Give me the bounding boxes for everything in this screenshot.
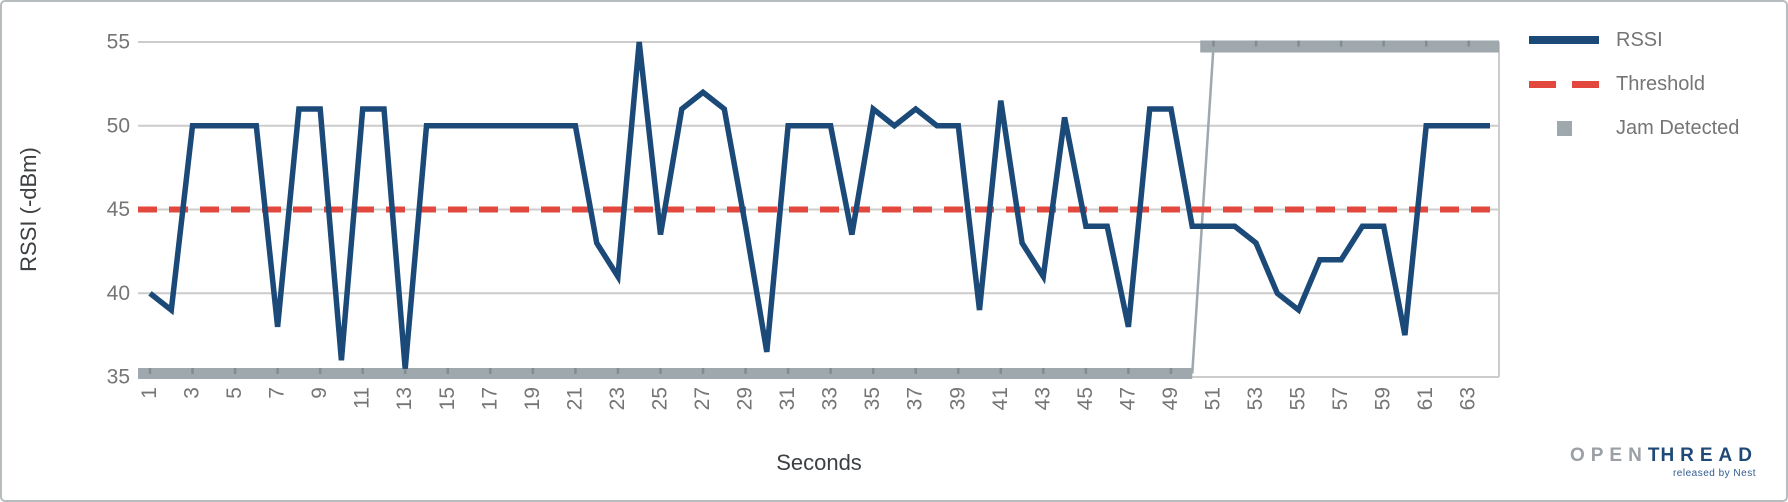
svg-text:9: 9 xyxy=(308,387,331,399)
svg-text:15: 15 xyxy=(436,387,459,410)
svg-text:43: 43 xyxy=(1031,387,1054,410)
legend-item-threshold: Threshold xyxy=(1529,73,1739,95)
svg-text:50: 50 xyxy=(107,114,130,137)
svg-text:21: 21 xyxy=(563,387,586,410)
svg-text:41: 41 xyxy=(989,387,1012,410)
svg-text:45: 45 xyxy=(107,198,130,221)
jam-square-swatch xyxy=(1529,120,1599,136)
svg-text:47: 47 xyxy=(1116,387,1139,410)
svg-text:3: 3 xyxy=(181,387,204,399)
legend-item-rssi: RSSI xyxy=(1529,29,1739,51)
svg-text:5: 5 xyxy=(223,387,246,399)
svg-text:31: 31 xyxy=(776,387,799,410)
svg-text:23: 23 xyxy=(606,387,629,410)
logo-open-text: OPEN xyxy=(1569,445,1648,466)
svg-text:51: 51 xyxy=(1202,387,1225,410)
y-axis-title: RSSI (-dBm) xyxy=(16,147,41,272)
svg-text:53: 53 xyxy=(1244,387,1267,410)
svg-text:29: 29 xyxy=(734,387,757,410)
svg-text:27: 27 xyxy=(691,387,714,410)
svg-text:45: 45 xyxy=(1074,387,1097,410)
svg-text:49: 49 xyxy=(1159,387,1182,410)
legend-label-rssi: RSSI xyxy=(1616,28,1663,51)
openthread-wordmark: OPENTHREAD xyxy=(1570,445,1758,467)
svg-text:63: 63 xyxy=(1457,387,1480,410)
svg-text:19: 19 xyxy=(521,387,544,410)
legend-item-jam: Jam Detected xyxy=(1529,117,1739,139)
x-axis-labels: 1 3 5 7 9 11 13 15 17 19 21 23 25 27 29 31 33 35 37 39 41 43 4… xyxy=(138,387,1480,410)
svg-text:55: 55 xyxy=(107,31,130,54)
svg-text:55: 55 xyxy=(1287,387,1310,410)
svg-text:25: 25 xyxy=(649,387,672,410)
x-axis-title: Seconds xyxy=(776,450,862,475)
svg-text:59: 59 xyxy=(1372,387,1395,410)
svg-text:40: 40 xyxy=(107,282,130,305)
svg-text:35: 35 xyxy=(861,387,884,410)
svg-text:33: 33 xyxy=(819,387,842,410)
logo-thread-text: THREAD xyxy=(1647,445,1758,466)
svg-text:17: 17 xyxy=(478,387,501,410)
y-axis-labels: 35 40 45 50 55 xyxy=(107,31,130,389)
svg-text:35: 35 xyxy=(107,366,130,389)
openthread-logo: OPENTHREAD released by Nest xyxy=(1570,445,1758,479)
legend-label-jam: Jam Detected xyxy=(1616,116,1740,139)
svg-text:57: 57 xyxy=(1329,387,1352,410)
svg-text:1: 1 xyxy=(138,387,161,399)
threshold-dash-swatch xyxy=(1529,80,1599,88)
legend-label-threshold: Threshold xyxy=(1616,72,1705,95)
svg-text:13: 13 xyxy=(393,387,416,410)
svg-text:39: 39 xyxy=(946,387,969,410)
svg-text:7: 7 xyxy=(266,387,289,399)
svg-text:61: 61 xyxy=(1414,387,1437,410)
svg-text:11: 11 xyxy=(351,387,374,409)
jam-detected-series xyxy=(138,40,1499,379)
logo-tagline: released by Nest xyxy=(1672,468,1756,479)
svg-text:37: 37 xyxy=(904,387,927,410)
rssi-line-swatch xyxy=(1529,36,1599,44)
legend: RSSI Threshold Jam Detected xyxy=(1529,29,1739,161)
rssi-line xyxy=(148,41,1490,369)
